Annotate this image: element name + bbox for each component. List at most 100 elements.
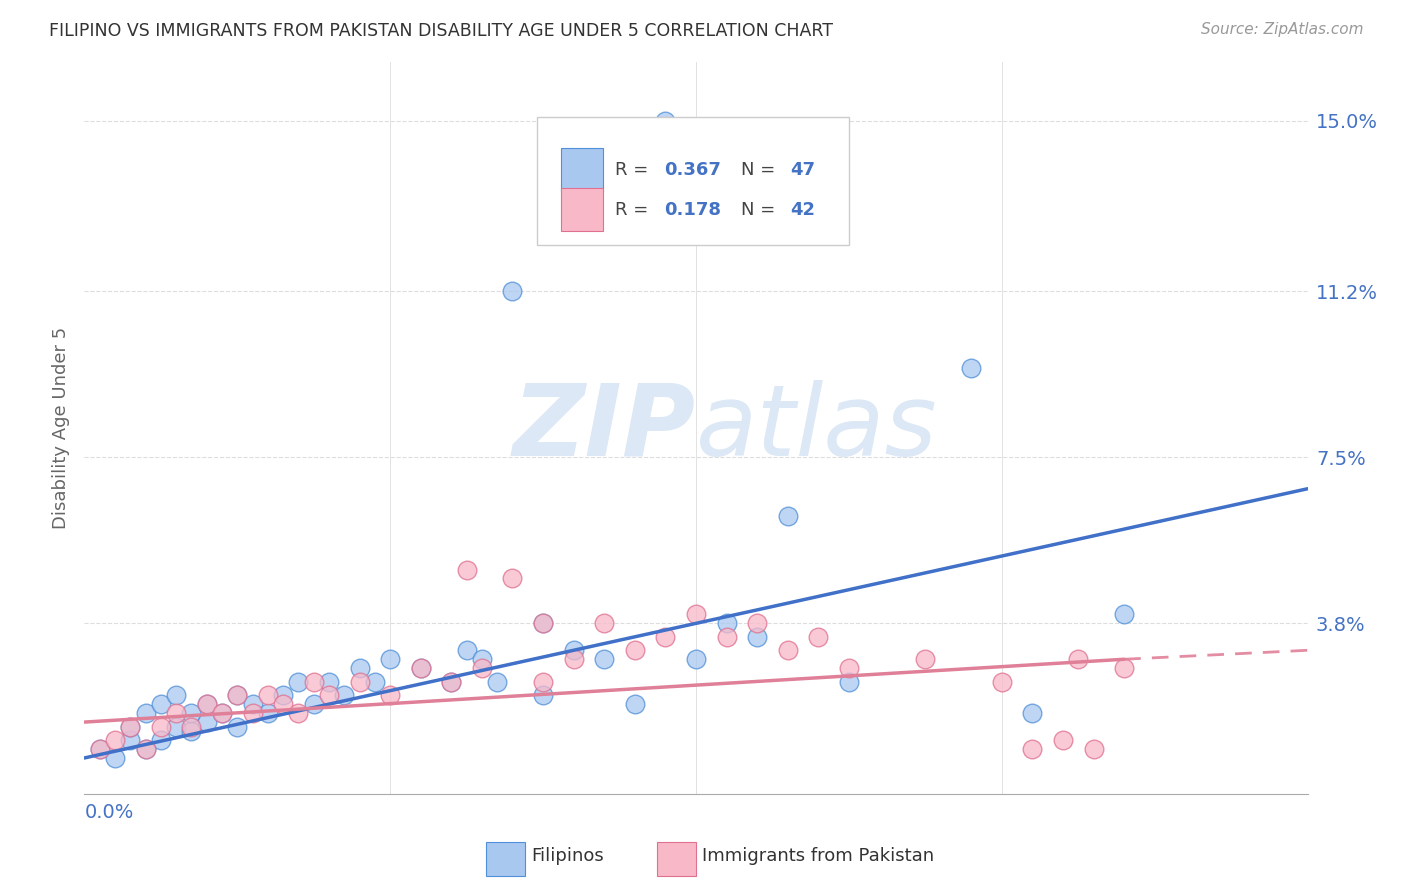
Text: atlas: atlas (696, 380, 938, 476)
Point (257, 688, 280, 702)
Point (562, 652, 585, 666)
Text: R =: R = (616, 201, 654, 219)
Point (165, 706, 187, 720)
FancyBboxPatch shape (561, 148, 603, 192)
Point (318, 674, 340, 689)
Point (654, 113, 676, 128)
Point (486, 674, 509, 689)
Point (654, 630, 676, 644)
Point (180, 706, 202, 720)
Point (1052, 733, 1074, 747)
Point (364, 674, 387, 689)
Point (838, 661, 860, 675)
Point (747, 630, 769, 644)
Point (211, 706, 233, 720)
Point (531, 674, 554, 689)
Point (685, 607, 707, 622)
Point (380, 652, 402, 666)
Point (1114, 661, 1136, 675)
Point (456, 643, 478, 657)
Point (716, 616, 738, 631)
FancyBboxPatch shape (485, 842, 524, 876)
Point (104, 751, 127, 765)
Point (440, 674, 463, 689)
Point (287, 706, 309, 720)
Point (149, 697, 172, 711)
Point (747, 616, 769, 631)
Point (1021, 706, 1043, 720)
Point (242, 697, 264, 711)
Text: 0.178: 0.178 (664, 201, 721, 219)
Point (380, 688, 402, 702)
Point (165, 688, 187, 702)
Point (271, 688, 294, 702)
Point (562, 643, 585, 657)
Point (593, 616, 616, 631)
Point (776, 643, 799, 657)
Point (409, 661, 432, 675)
Point (257, 706, 280, 720)
FancyBboxPatch shape (657, 842, 696, 876)
Text: N =: N = (741, 161, 782, 179)
Point (195, 697, 218, 711)
Point (211, 706, 233, 720)
Point (165, 720, 187, 734)
Point (149, 720, 172, 734)
Point (1067, 652, 1090, 666)
Point (120, 733, 142, 747)
Point (1083, 742, 1105, 756)
Point (149, 733, 172, 747)
Point (838, 674, 860, 689)
Point (318, 688, 340, 702)
Point (471, 652, 494, 666)
Text: Source: ZipAtlas.com: Source: ZipAtlas.com (1201, 22, 1364, 37)
Point (180, 724, 202, 739)
Point (456, 562, 478, 576)
Point (502, 285, 524, 299)
Point (195, 715, 218, 730)
Point (333, 688, 356, 702)
Text: FILIPINO VS IMMIGRANTS FROM PAKISTAN DISABILITY AGE UNDER 5 CORRELATION CHART: FILIPINO VS IMMIGRANTS FROM PAKISTAN DIS… (49, 22, 834, 40)
Point (89, 742, 111, 756)
Point (1114, 607, 1136, 622)
Point (716, 630, 738, 644)
Point (349, 674, 371, 689)
Point (531, 616, 554, 631)
Point (776, 508, 799, 523)
Point (531, 688, 554, 702)
Point (593, 652, 616, 666)
Text: 0.367: 0.367 (664, 161, 721, 179)
FancyBboxPatch shape (561, 188, 603, 231)
Point (624, 643, 647, 657)
Point (89, 742, 111, 756)
Text: Filipinos: Filipinos (531, 847, 603, 865)
Point (226, 688, 249, 702)
Text: ZIP: ZIP (513, 380, 696, 476)
Text: N =: N = (741, 201, 782, 219)
Point (349, 661, 371, 675)
Point (502, 572, 524, 586)
Point (271, 697, 294, 711)
Point (135, 706, 157, 720)
Text: R =: R = (616, 161, 654, 179)
Point (914, 652, 936, 666)
Point (960, 360, 983, 375)
Point (180, 720, 202, 734)
Text: 0.0%: 0.0% (84, 803, 134, 822)
Point (807, 630, 830, 644)
Point (242, 706, 264, 720)
Point (302, 697, 325, 711)
Point (440, 674, 463, 689)
Point (531, 616, 554, 631)
Point (104, 733, 127, 747)
Point (195, 697, 218, 711)
Text: Immigrants from Pakistan: Immigrants from Pakistan (702, 847, 934, 865)
Point (991, 674, 1014, 689)
Point (1021, 742, 1043, 756)
Point (287, 674, 309, 689)
Point (226, 720, 249, 734)
Y-axis label: Disability Age Under 5: Disability Age Under 5 (52, 327, 70, 529)
Point (409, 661, 432, 675)
Point (226, 688, 249, 702)
Point (135, 742, 157, 756)
